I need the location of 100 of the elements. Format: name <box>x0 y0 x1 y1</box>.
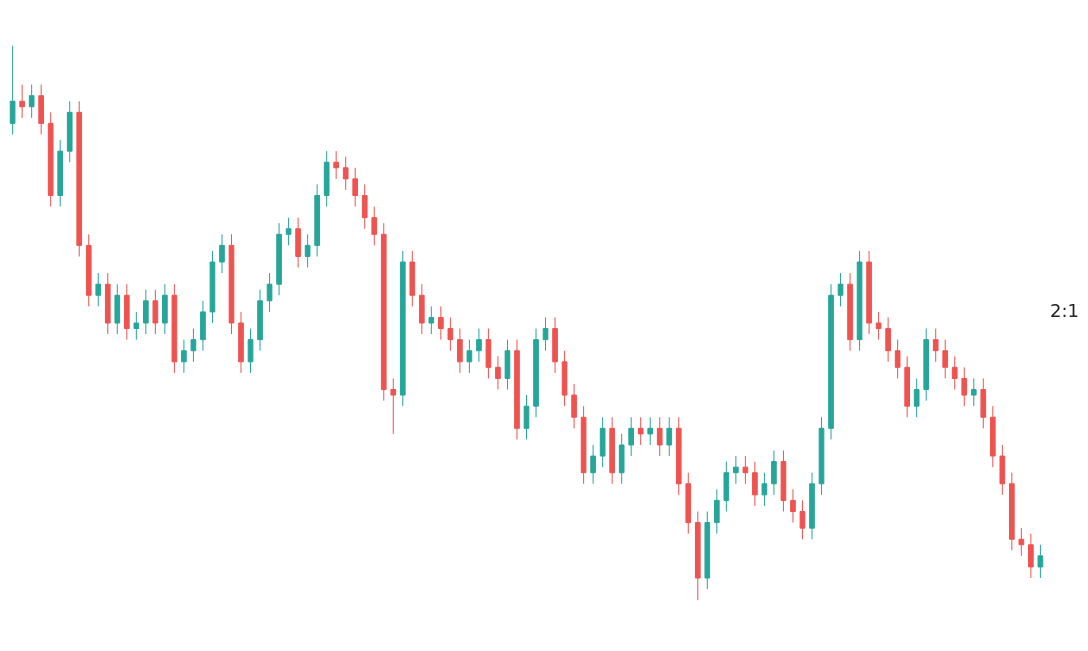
candlestick <box>980 377 987 429</box>
candlestick <box>295 217 301 269</box>
candlestick <box>209 250 216 324</box>
candlestick <box>181 339 187 374</box>
candlestick <box>856 250 863 352</box>
candlestick <box>152 289 159 335</box>
candlestick <box>780 450 787 512</box>
candlestick <box>504 339 511 391</box>
candlestick <box>1009 472 1015 551</box>
candlestick <box>1028 533 1034 579</box>
candlestick <box>85 233 92 307</box>
candlestick <box>476 328 482 363</box>
candlestick <box>951 355 958 391</box>
candlestick <box>361 183 368 230</box>
candlestick <box>894 339 901 379</box>
candlestick <box>438 305 444 341</box>
candlestick <box>514 339 520 440</box>
candlestick <box>457 328 463 374</box>
candlestick <box>542 316 549 352</box>
candlestick <box>723 461 730 512</box>
candlestick <box>352 167 359 208</box>
candlestick <box>9 45 16 135</box>
candlestick <box>847 272 853 352</box>
candlestick <box>190 328 197 363</box>
candlestick <box>790 488 796 524</box>
candlestick <box>409 250 416 307</box>
candlestick <box>133 311 140 341</box>
candlestick <box>999 444 1006 496</box>
candlestick <box>390 377 397 435</box>
candlestick <box>913 377 920 418</box>
candlestick <box>742 455 749 485</box>
candlestick <box>533 328 539 418</box>
candlestick <box>76 100 83 257</box>
candlestick <box>885 316 891 363</box>
candlestick <box>942 339 949 379</box>
candlestick <box>818 416 825 496</box>
candlestick <box>875 311 882 341</box>
candlestick <box>685 472 692 535</box>
candlestick <box>257 289 263 352</box>
candlestick <box>647 416 654 446</box>
candlestick <box>276 222 282 296</box>
candlestick <box>19 84 25 119</box>
candlestick <box>866 250 872 335</box>
candlestick <box>961 366 968 407</box>
candlestick <box>552 316 558 374</box>
candlestick <box>523 394 530 440</box>
candlestick <box>143 289 149 335</box>
candlestick <box>761 472 768 507</box>
candlestick <box>495 355 501 391</box>
candlestick <box>809 472 815 540</box>
candlestick <box>932 328 939 363</box>
text: 2:1 <box>1050 300 1079 321</box>
candlestick <box>162 283 168 335</box>
candlestick <box>637 416 644 446</box>
candlestick <box>837 272 844 307</box>
candlestick <box>114 283 121 335</box>
candlestick <box>399 250 406 407</box>
candlestick <box>219 233 225 274</box>
candlestick <box>38 84 44 135</box>
candlestick <box>28 84 35 119</box>
candlestick <box>285 217 292 246</box>
candlestick <box>618 433 625 485</box>
candlestick <box>371 206 378 246</box>
candlestick <box>666 416 673 457</box>
candlestick <box>266 272 273 313</box>
candlestick <box>609 416 615 485</box>
candlestick <box>380 222 387 402</box>
candlestick <box>561 350 568 407</box>
candlestick <box>923 328 930 402</box>
candlestick <box>970 377 977 407</box>
candlestick <box>733 455 739 485</box>
candlestick <box>95 272 102 307</box>
candlestick <box>752 461 758 507</box>
candlestick <box>66 100 73 163</box>
candlestick <box>314 183 320 257</box>
candlestick <box>47 111 54 208</box>
candlestick <box>323 150 330 208</box>
candlestick <box>828 283 834 440</box>
candlestick <box>200 300 206 352</box>
candlestick <box>714 488 720 535</box>
candlestick <box>904 355 910 418</box>
candlestick <box>304 233 311 269</box>
candlestick <box>675 416 682 496</box>
candlestick <box>1018 527 1025 557</box>
candlestick <box>571 383 577 429</box>
candlestick <box>590 444 596 485</box>
candlestick <box>656 416 663 457</box>
candlestick <box>704 511 711 590</box>
candlestick <box>799 499 806 540</box>
candlestick <box>333 150 339 180</box>
candlestick <box>418 283 425 335</box>
candlestick <box>428 305 435 335</box>
candlestick <box>171 283 178 374</box>
candlestick <box>247 328 254 374</box>
candlestick <box>694 511 701 601</box>
candlestick <box>599 416 606 468</box>
candlestick <box>228 233 235 335</box>
candlestick <box>466 339 473 374</box>
candlestick <box>771 450 777 496</box>
candlestick <box>989 405 996 468</box>
